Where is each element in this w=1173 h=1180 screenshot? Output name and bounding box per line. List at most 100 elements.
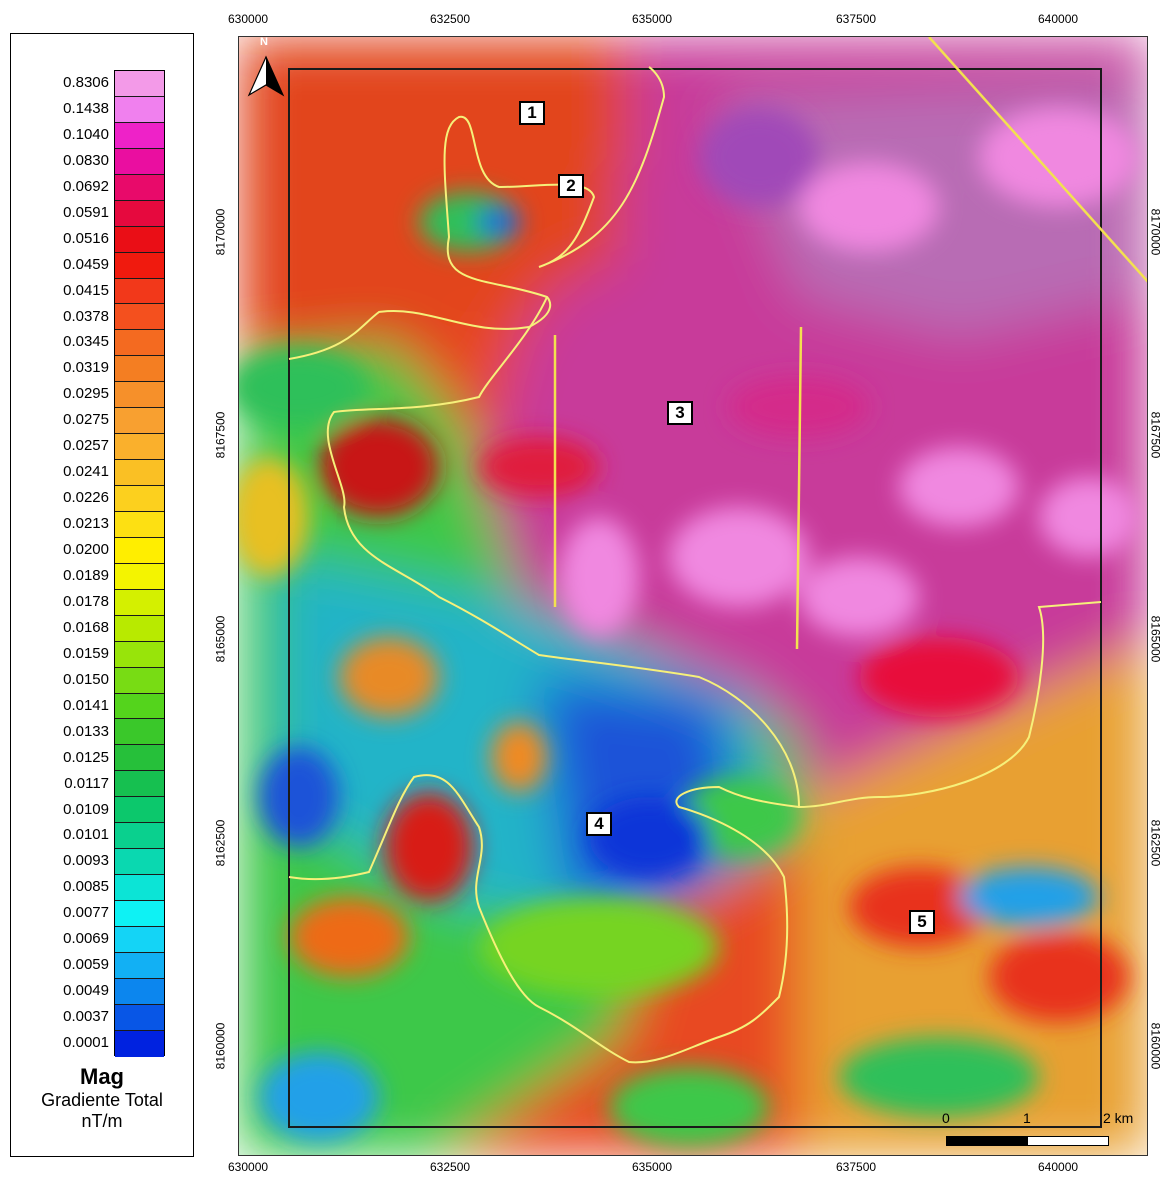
ramp-swatch (115, 745, 164, 772)
ramp-value-label: 0.0275 (63, 411, 109, 429)
ramp-swatch (115, 96, 164, 123)
north-arrow (247, 55, 285, 97)
ramp-swatch (115, 382, 164, 409)
ramp-value-label: 0.0133 (63, 722, 109, 740)
ramp-value-label: 0.0415 (63, 281, 109, 299)
ramp-swatch (115, 330, 164, 357)
zone-boundaries (288, 66, 1102, 1064)
ramp-swatch (115, 563, 164, 590)
ramp-swatch (115, 460, 164, 486)
ramp-value-label: 0.0692 (63, 177, 109, 195)
ramp-swatch (115, 615, 164, 642)
legend-subtitle: Gradiente Total (41, 1090, 163, 1110)
ramp-swatch (115, 589, 164, 616)
ramp-value-label: 0.0150 (63, 670, 109, 688)
ramp-value-label: 0.0141 (63, 696, 109, 714)
ramp-swatch (115, 537, 164, 564)
ramp-swatch (115, 226, 164, 253)
ramp-value-label: 0.0109 (63, 800, 109, 818)
x-tick-top: 640000 (1038, 12, 1079, 26)
y-tick-right: 8160000 (1148, 1022, 1163, 1070)
y-tick-right: 8170000 (1148, 208, 1163, 256)
ramp-value-label: 0.0069 (63, 930, 109, 948)
ramp-value-label: 0.0049 (63, 982, 109, 1000)
ramp-value-label: 0.0077 (63, 904, 109, 922)
ramp-swatch (115, 252, 164, 279)
y-tick-left: 8170000 (213, 208, 228, 256)
ramp-swatch (115, 71, 164, 97)
y-tick-right: 8167500 (1148, 411, 1163, 459)
ramp-swatch (115, 901, 164, 927)
scale-label: 2 km (1103, 1110, 1134, 1126)
ramp-swatch (115, 926, 164, 953)
ramp-value-label: 0.0213 (63, 515, 109, 533)
scale-segment (946, 1136, 1028, 1146)
y-tick-left: 8160000 (213, 1022, 228, 1070)
ramp-value-label: 0.0159 (63, 644, 109, 662)
scale-label: 1 (1023, 1110, 1031, 1126)
ramp-value-label: 0.0085 (63, 878, 109, 896)
ramp-value-label: 0.0178 (63, 592, 109, 610)
ramp-swatch (115, 667, 164, 694)
ramp-value-label: 0.0830 (63, 151, 109, 169)
scale-label: 0 (942, 1110, 950, 1126)
ramp-value-label: 0.0226 (63, 489, 109, 507)
ramp-swatch (115, 174, 164, 201)
ramp-swatch (115, 486, 164, 512)
ramp-swatch (115, 304, 164, 331)
ramp-swatch (115, 823, 164, 850)
ramp-value-label: 0.0125 (63, 748, 109, 766)
ramp-swatch (115, 771, 164, 798)
y-tick-right: 8165000 (1148, 615, 1163, 663)
x-tick-bottom: 630000 (228, 1160, 269, 1174)
ramp-swatch (115, 1004, 164, 1031)
zone-label-3: 3 (667, 401, 693, 425)
ramp-swatch (115, 849, 164, 876)
ramp-value-label: 0.0001 (63, 1034, 109, 1052)
x-tick-top: 630000 (228, 12, 269, 26)
ramp-value-label: 0.0459 (63, 255, 109, 273)
ramp-value-label: 0.1438 (63, 99, 109, 117)
lineament-3 (928, 37, 1147, 283)
y-tick-left: 8167500 (213, 411, 228, 459)
ramp-value-label: 0.8306 (63, 73, 109, 91)
study-area-frame (288, 68, 1102, 1128)
ramp-value-label: 0.0200 (63, 541, 109, 559)
ramp-swatch (115, 797, 164, 824)
ramp-value-label: 0.0168 (63, 618, 109, 636)
ramp-swatch (115, 1030, 164, 1057)
ramp-value-label: 0.0189 (63, 566, 109, 584)
zone-label-4: 4 (586, 812, 612, 836)
zone-label-2: 2 (558, 174, 584, 198)
ramp-swatch (115, 434, 164, 461)
lineaments (553, 37, 1147, 650)
x-tick-top: 635000 (632, 12, 673, 26)
color-ramp (114, 70, 165, 1057)
map-raster (239, 37, 1147, 1155)
y-tick-left: 8162500 (213, 819, 228, 867)
legend-title: Mag (80, 1064, 124, 1089)
x-tick-top: 637500 (836, 12, 877, 26)
ramp-swatch (115, 952, 164, 979)
ramp-value-label: 0.0516 (63, 229, 109, 247)
ramp-value-label: 0.0093 (63, 852, 109, 870)
map-legend: 0.8306 0.1438 0.1040 0.0830 0.0692 0.0591 0.05… (10, 33, 194, 1157)
ramp-value-label: 0.0295 (63, 385, 109, 403)
ramp-value-label: 0.0037 (63, 1008, 109, 1026)
y-tick-right: 8162500 (1148, 819, 1163, 867)
y-tick-left: 8165000 (213, 615, 228, 663)
lineament-2 (795, 326, 803, 650)
magnetic-gradient-map: N 1 2 3 4 5 (238, 36, 1148, 1156)
ramp-swatch (115, 641, 164, 668)
zone-label-1: 1 (519, 101, 545, 125)
ramp-swatch (115, 200, 164, 227)
scale-segment (1027, 1136, 1109, 1146)
ramp-value-label: 0.0378 (63, 307, 109, 325)
x-tick-bottom: 632500 (430, 1160, 471, 1174)
ramp-value-label: 0.0257 (63, 437, 109, 455)
ramp-value-label: 0.0117 (64, 774, 109, 792)
ramp-swatch (115, 693, 164, 720)
ramp-value-label: 0.0241 (63, 463, 109, 481)
ramp-swatch (115, 122, 164, 149)
ramp-swatch (115, 719, 164, 746)
